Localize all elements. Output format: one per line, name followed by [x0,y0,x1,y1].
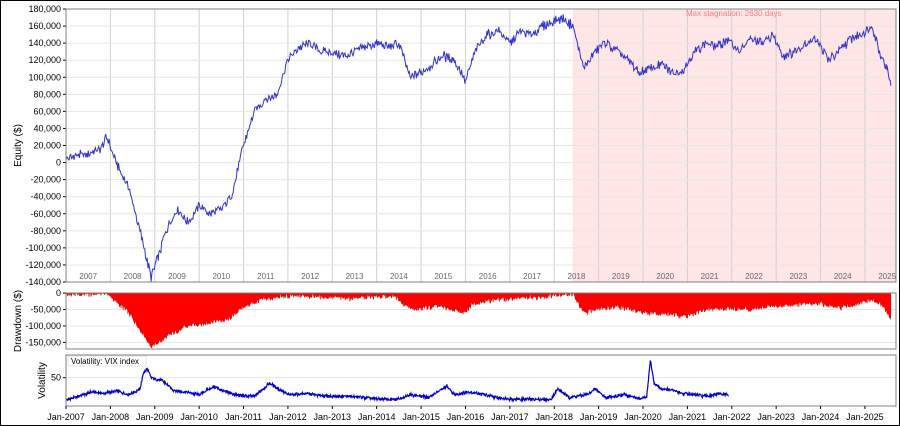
equity-year-label: 2023 [789,272,807,281]
equity-y-tick-label: 160,000 [28,21,61,31]
stagnation-annotation: Max stagnation: 2630 days [686,9,782,18]
volatility-line [65,360,729,403]
volatility-legend-label: Volatility: VIX index [71,357,139,366]
equity-y-tick-label: -80,000 [30,226,61,236]
x-axis-tick-label: Jan-2021 [669,412,707,422]
x-axis-tick-label: Jan-2014 [358,412,396,422]
x-axis-tick-label: Jan-2007 [47,412,85,422]
x-axis-tick-label: Jan-2016 [447,412,485,422]
x-axis-tick-label: Jan-2024 [802,412,840,422]
volatility-plot-border [65,354,897,407]
x-axis-tick-label: Jan-2025 [846,412,884,422]
x-axis-tick-label: Jan-2019 [580,412,618,422]
x-axis-tick-label: Jan-2017 [491,412,529,422]
volatility-panel: 50 Volatility: VIX index Volatility Jan-200… [37,354,897,422]
equity-year-label: 2014 [390,272,408,281]
equity-year-label: 2019 [612,272,630,281]
x-axis-tick-label: Jan-2012 [269,412,307,422]
equity-year-label: 2011 [257,272,275,281]
x-axis-tick-label: Jan-2013 [314,412,352,422]
equity-line [65,14,892,282]
equity-y-tick-label: -60,000 [30,209,61,219]
x-axis-tick-label: Jan-2015 [402,412,440,422]
equity-y-tick-label: 60,000 [33,106,61,116]
equity-year-label: 2012 [301,272,319,281]
x-axis-tick-label: Jan-2009 [136,412,174,422]
equity-y-tick-label: 120,000 [28,55,61,65]
volatility-y-axis-label: Volatility [37,362,48,399]
drawdown-y-axis-label: Drawdown ($) [13,290,24,352]
equity-y-tick-label: 80,000 [33,89,61,99]
x-axis-tick-label: Jan-2010 [180,412,218,422]
equity-y-tick-label: 20,000 [33,141,61,151]
volatility-y-tick-label: 50 [51,373,61,383]
equity-year-label: 2021 [701,272,719,281]
drawdown-y-tick-label: -100,000 [25,321,61,331]
x-axis-tick-label: Jan-2008 [92,412,130,422]
equity-year-label: 2010 [212,272,230,281]
equity-y-tick-label: -140,000 [25,277,61,287]
x-axis-tick-label: Jan-2020 [624,412,662,422]
equity-year-label: 2016 [479,272,497,281]
equity-y-tick-label: -120,000 [25,260,61,270]
equity-y-tick-label: 180,000 [28,4,61,14]
equity-year-label: 2025 [878,272,896,281]
equity-y-tick-label: 100,000 [28,72,61,82]
x-axis-tick-label: Jan-2018 [535,412,573,422]
equity-y-tick-label: -100,000 [25,243,61,253]
equity-year-label: 2017 [523,272,541,281]
equity-year-label: 2008 [124,272,142,281]
equity-y-tick-label: -20,000 [30,175,61,185]
drawdown-y-tick-label: -50,000 [30,304,61,314]
volatility-legend-box [67,355,147,367]
drawdown-area [65,292,892,349]
equity-y-tick-label: 140,000 [28,38,61,48]
equity-y-tick-label: 40,000 [33,123,61,133]
equity-year-label: 2024 [834,272,852,281]
equity-year-label: 2020 [656,272,674,281]
equity-year-label: 2007 [79,272,97,281]
equity-year-label: 2018 [568,272,586,281]
equity-plot-border [65,8,897,283]
x-axis-tick-label: Jan-2023 [757,412,795,422]
equity-y-axis-label: Equity ($) [13,124,24,167]
equity-year-label: 2015 [434,272,452,281]
equity-y-tick-label: 0 [56,158,61,168]
x-axis-tick-label: Jan-2011 [225,412,262,422]
equity-panel: 180,000 160,000 140,000 120,000 100,000 80,00… [13,4,897,287]
x-axis-tick-label: Jan-2022 [713,412,751,422]
drawdown-y-tick-label: 0 [56,288,61,298]
equity-y-tick-label: -40,000 [30,192,61,202]
equity-year-label: 2022 [745,272,763,281]
equity-year-label: 2009 [168,272,186,281]
drawdown-plot-border [65,292,897,350]
equity-year-label: 2013 [346,272,364,281]
drawdown-y-tick-label: -150,000 [25,337,61,347]
